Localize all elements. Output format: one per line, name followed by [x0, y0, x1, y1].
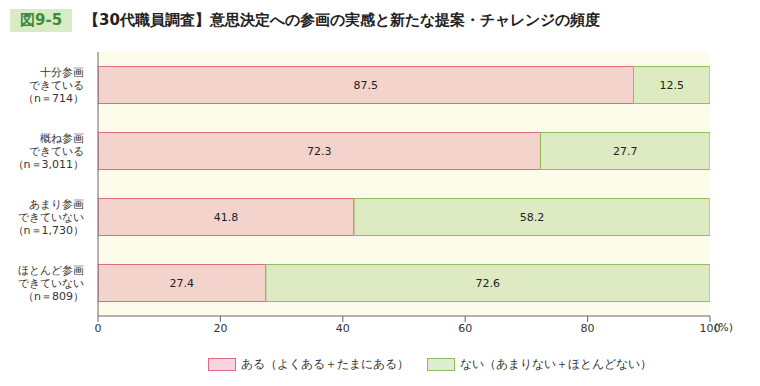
html-text:ない（あまりない＋ほとんどない）: ない（あまりない＋ほとんどない） [460, 357, 652, 371]
html-text:【30代職員調査】意思決定への参画の実感と新たな提案・チャレ: 【30代職員調査】意思決定への参画の実感と新たな提案・チャレンジの頻度 [84, 10, 600, 29]
svg-text:40: 40 [336, 322, 350, 335]
svg-text:87.5: 87.5 [354, 79, 379, 92]
svg-text:あまり参画できていない（n＝1,730）: あまり参画できていない（n＝1,730） [13, 198, 84, 237]
svg-text:58.2: 58.2 [520, 211, 545, 224]
svg-text:(%): (%) [714, 321, 733, 334]
svg-text:60: 60 [458, 322, 472, 335]
svg-text:27.7: 27.7 [613, 145, 638, 158]
svg-text:72.6: 72.6 [476, 277, 501, 290]
svg-text:ほとんど参画できていない（n＝809）: ほとんど参画できていない（n＝809） [18, 264, 84, 303]
svg-text:72.3: 72.3 [307, 145, 332, 158]
svg-text:100: 100 [699, 321, 721, 335]
svg-text:20: 20 [213, 322, 227, 335]
svg-text:概ね参画できている（n＝3,011）: 概ね参画できている（n＝3,011） [13, 132, 84, 171]
svg-text:十分参画できている（n＝714）: 十分参画できている（n＝714） [23, 66, 84, 105]
svg-text:27.4: 27.4 [170, 277, 195, 290]
svg-text:80: 80 [581, 322, 595, 335]
svg-text:12.5: 12.5 [660, 79, 685, 92]
svg-text:41.8: 41.8 [214, 211, 239, 224]
svg-text:0: 0 [95, 322, 102, 335]
html-text:図9-5: 図9-5 [20, 10, 63, 29]
html-text:ある（よくある＋たまにある）: ある（よくある＋たまにある） [241, 357, 409, 371]
